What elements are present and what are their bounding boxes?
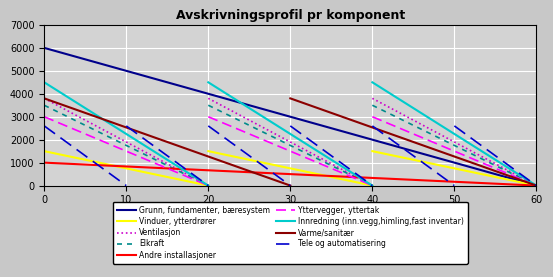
Legend: Grunn, fundamenter, bæresystem, Vinduer, ytterdrører, Ventilasjon, Elkraft, Andr: Grunn, fundamenter, bæresystem, Vinduer,… (113, 202, 468, 264)
Title: Avskrivningsprofil pr komponent: Avskrivningsprofil pr komponent (176, 9, 405, 22)
